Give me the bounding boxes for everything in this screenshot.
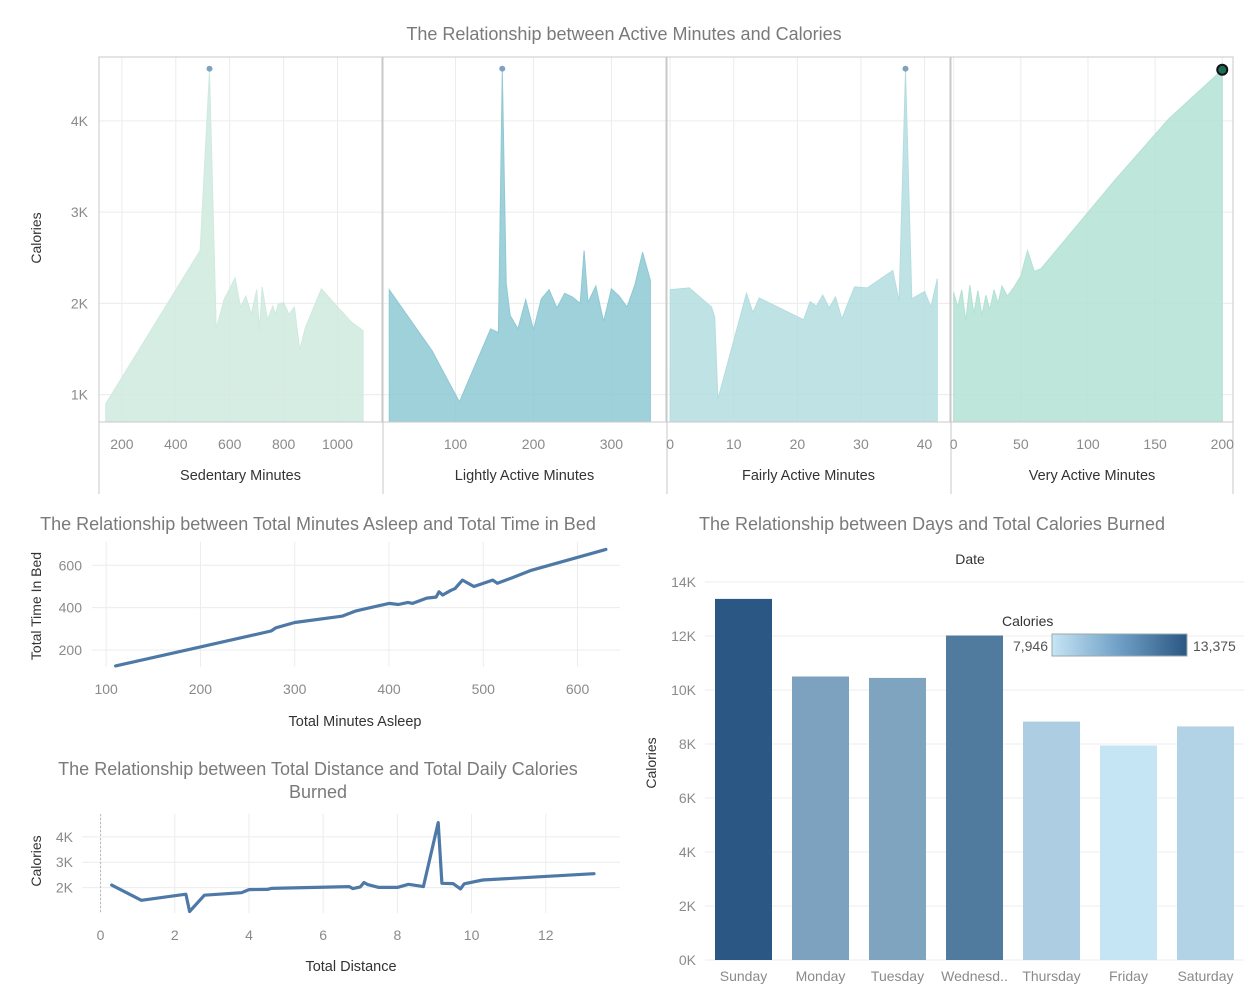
x-tick-label: 200 [110, 436, 134, 452]
x-tick-label: 500 [472, 681, 496, 697]
x-tick-label: 800 [272, 436, 296, 452]
x-tick-label: Wednesd.. [941, 968, 1008, 984]
y-tick-label: 10K [671, 682, 697, 698]
y-tick-label: 6K [679, 790, 697, 806]
distance-series-line [112, 823, 594, 912]
x-tick-label: Monday [796, 968, 846, 984]
x-tick-label: Friday [1109, 968, 1148, 984]
days-chart-title: The Relationship between Days and Total … [699, 514, 1165, 534]
max-point [499, 66, 505, 72]
x-tick-label: 1000 [322, 436, 353, 452]
y-tick-label: 4K [679, 844, 697, 860]
x-tick-label: 300 [600, 436, 624, 452]
x-tick-label: 400 [377, 681, 401, 697]
active-minutes-chart-title: The Relationship between Active Minutes … [406, 24, 841, 44]
x-tick-label: 2 [171, 927, 179, 943]
x-tick-label: 200 [522, 436, 546, 452]
panel-very: 0 50 100 150 200 Very Active Minutes [950, 57, 1234, 494]
x-tick-label: 600 [566, 681, 590, 697]
bar-monday [792, 677, 849, 961]
x-tick-label: Saturday [1177, 968, 1233, 984]
y-tick-label: 400 [59, 600, 83, 616]
panel-x-axis-label: Lightly Active Minutes [455, 468, 594, 484]
x-tick-label: Sunday [720, 968, 767, 984]
area-sedentary [106, 71, 363, 422]
active-minutes-y-axis-label: Calories [28, 212, 44, 263]
x-tick-label: Thursday [1022, 968, 1080, 984]
sleep-chart-title: The Relationship between Total Minutes A… [40, 514, 596, 534]
panel-lightly: 100 200 300 Lightly Active Minutes [383, 57, 666, 494]
color-legend: Calories 7,946 13,375 [1002, 613, 1236, 656]
x-tick-label: 400 [164, 436, 188, 452]
bar-sunday [715, 599, 772, 960]
legend-gradient [1052, 634, 1187, 656]
y-tick-label: 12K [671, 628, 697, 644]
selected-max-point [1217, 65, 1227, 75]
x-tick-label: 0 [666, 436, 674, 452]
x-tick-label: 20 [790, 436, 806, 452]
panel-x-axis-label: Very Active Minutes [1029, 468, 1156, 484]
x-tick-label: 150 [1143, 436, 1167, 452]
distance-chart: The Relationship between Total Distance … [0, 745, 630, 999]
days-y-axis-label: Calories [643, 737, 659, 788]
x-tick-label: 12 [538, 927, 554, 943]
days-bar-chart: The Relationship between Days and Total … [630, 500, 1249, 999]
x-tick-label: 0 [97, 927, 105, 943]
x-tick-label: 100 [444, 436, 468, 452]
y-tick-label: 8K [679, 736, 697, 752]
x-tick-label: 100 [1076, 436, 1100, 452]
x-tick-label: 100 [94, 681, 118, 697]
x-tick-label: 600 [218, 436, 242, 452]
y-tick-label: 14K [671, 574, 697, 590]
sleep-x-axis-label: Total Minutes Asleep [289, 714, 422, 730]
x-tick-label: 50 [1013, 436, 1029, 452]
active-minutes-chart: The Relationship between Active Minutes … [0, 0, 1249, 500]
panel-fairly: 0 10 20 30 40 Fairly Active Minutes [666, 57, 950, 494]
x-tick-label: 200 [1211, 436, 1235, 452]
x-tick-label: 0 [950, 436, 958, 452]
y-tick-label: 4K [56, 829, 74, 845]
panel-sedentary: 200 400 600 800 1000 Sedentary Minutes [99, 57, 382, 494]
y-tick-label: 200 [59, 642, 83, 658]
top-y-tick-label: 1K [71, 387, 89, 403]
x-tick-label: 300 [283, 681, 307, 697]
bar-thursday [1023, 722, 1080, 960]
sleep-y-axis-label: Total Time In Bed [28, 552, 44, 660]
legend-max: 13,375 [1193, 638, 1236, 654]
y-tick-label: 2K [679, 898, 697, 914]
panel-x-axis-label: Sedentary Minutes [180, 468, 301, 484]
x-tick-label: 40 [917, 436, 933, 452]
y-tick-label: 0K [679, 952, 697, 968]
sleep-chart: The Relationship between Total Minutes A… [0, 500, 630, 745]
x-tick-label: Tuesday [871, 968, 924, 984]
distance-chart-title-line1: The Relationship between Total Distance … [58, 759, 578, 779]
max-point [902, 66, 908, 72]
x-tick-label: 200 [189, 681, 213, 697]
max-point [207, 66, 213, 72]
area-fairly [670, 71, 937, 422]
panel-x-axis-label: Fairly Active Minutes [742, 468, 875, 484]
bar-saturday [1177, 726, 1234, 960]
top-y-tick-label: 3K [71, 204, 89, 220]
x-tick-label: 6 [319, 927, 327, 943]
distance-x-axis-label: Total Distance [305, 959, 396, 975]
top-y-tick-label: 4K [71, 113, 89, 129]
bar-tuesday [869, 678, 926, 960]
x-tick-label: 4 [245, 927, 253, 943]
y-tick-label: 3K [56, 854, 74, 870]
legend-min: 7,946 [1013, 638, 1048, 654]
distance-y-axis-label: Calories [28, 835, 44, 886]
x-tick-label: 30 [853, 436, 869, 452]
bar-wednesd [946, 636, 1003, 961]
y-tick-label: 600 [59, 557, 83, 573]
y-tick-label: 2K [56, 880, 74, 896]
distance-chart-title-line2: Burned [289, 782, 347, 802]
days-chart-header: Date [955, 551, 985, 567]
x-tick-label: 10 [726, 436, 742, 452]
legend-title: Calories [1002, 613, 1053, 629]
top-y-tick-label: 2K [71, 295, 89, 311]
x-tick-label: 10 [464, 927, 480, 943]
bar-friday [1100, 746, 1157, 961]
x-tick-label: 8 [393, 927, 401, 943]
